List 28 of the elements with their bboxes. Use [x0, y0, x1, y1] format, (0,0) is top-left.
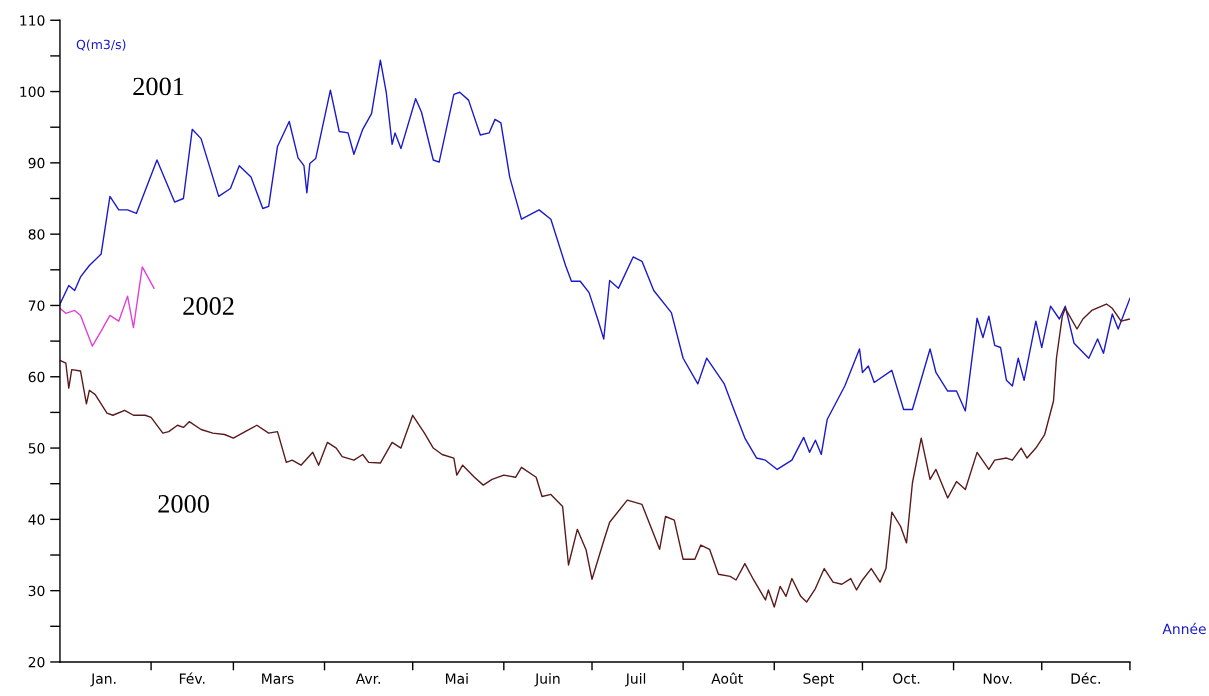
y-tick-label: 40 [28, 514, 45, 525]
y-tick-label: 30 [28, 585, 45, 597]
x-tick-label: Déc. [1071, 672, 1100, 684]
x-tick-label: Sept [803, 673, 834, 687]
y-tick-label: 80 [28, 229, 45, 240]
y-tick-label: 20 [28, 656, 45, 668]
x-tick-label: Mars [262, 673, 294, 684]
x-tick-label: Mai [445, 673, 468, 684]
x-tick-label: Fév. [179, 672, 205, 684]
line-series [59, 266, 155, 347]
x-tick-label: Juil [625, 673, 646, 687]
y-tick-label: 70 [28, 300, 45, 311]
series-label: 2002 [183, 297, 234, 315]
x-tick-label: Nov. [983, 673, 1012, 684]
series-label: 2001 [133, 77, 184, 96]
y-tick-label: 60 [28, 371, 45, 383]
y-tick-label: 100 [20, 86, 45, 98]
x-tick-label: Juin [534, 673, 560, 687]
text: 2000 [158, 494, 209, 513]
x-tick-label: Oct. [893, 673, 920, 684]
x-tick-label: Août [711, 672, 743, 684]
y-tick-label: 110 [20, 15, 45, 26]
x-tick-label: Jan. [90, 673, 116, 687]
y-tick-label: 90 [28, 157, 45, 169]
y-axis-title: Q(m3/s) [76, 39, 126, 51]
x-axis-title: Année [1162, 622, 1206, 635]
x-tick-label: Avr. [355, 673, 380, 684]
y-tick-label: 50 [28, 443, 45, 454]
